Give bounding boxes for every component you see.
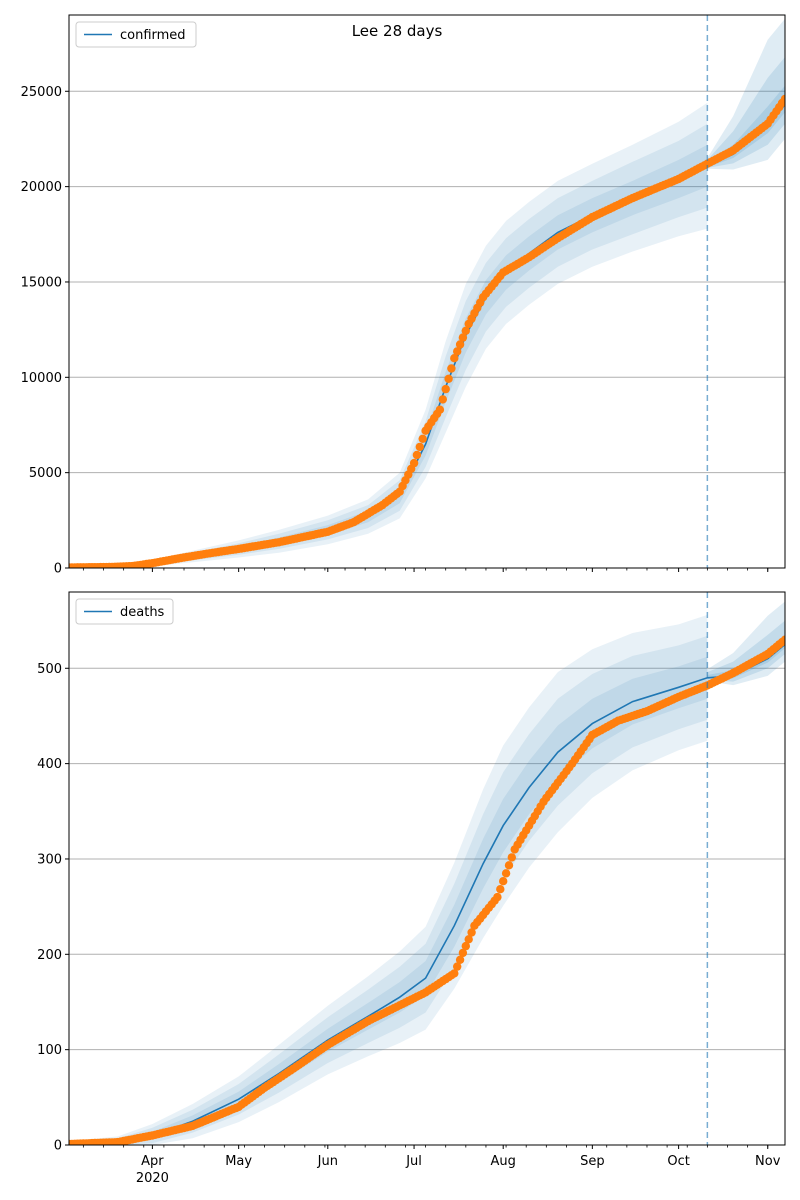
x-tick-label: Aug [491,1154,516,1169]
y-tick-label: 300 [37,852,62,867]
forecast-band-3 [707,601,785,686]
y-tick-label: 500 [37,662,62,677]
x-tick-label: Nov [755,1154,781,1169]
y-tick-label: 0 [54,1139,62,1154]
observed-point [493,892,502,902]
uncertainty-band-3 [69,614,708,1145]
y-tick-label: 10000 [21,371,62,386]
observed-point [499,877,508,886]
y-tick-label: 0 [54,562,62,577]
observed-point [435,405,445,414]
observed-point [453,347,462,356]
observed-point [415,442,424,452]
plot-area [69,601,785,1145]
deaths-panel: 0 100 200 300 400 500 Apr 2020 May Jun Jul Aug Sep Oc… [37,591,786,1186]
observed-point [504,861,514,870]
observed-point [450,969,459,978]
observed-series [69,635,785,1145]
y-tick-label: 200 [37,948,62,963]
legend-label: confirmed [120,28,186,43]
observed-point [780,94,785,104]
observed-point [458,948,468,958]
observed-point [438,395,447,404]
forecast-band-3 [707,18,785,170]
observed-point [412,450,422,460]
plot-area [69,18,785,568]
uncertainty-band-3 [69,102,708,568]
uncertainty-band-2 [69,635,708,1145]
x-tick-label: Jul [405,1154,422,1169]
x-tick-label: Sep [580,1154,605,1169]
observed-point [409,458,419,468]
uncertainty-band-1 [69,656,708,1145]
axes-frame [68,14,786,569]
fit-line [69,643,785,1145]
observed-point [453,962,462,971]
axes-frame [68,591,786,1146]
observed-point [455,340,465,349]
observed-point [780,635,785,644]
confirmed-panel: 0 5000 10000 15000 20000 25000 confirmed [21,14,786,577]
y-tick-label: 15000 [21,275,62,290]
observed-point [496,885,505,894]
legend-label: deaths [120,605,165,620]
observed-point [461,941,470,951]
observed-point [507,853,516,862]
observed-point [418,434,427,443]
observed-series [69,94,785,568]
legend: deaths [75,598,174,625]
observed-point [467,928,476,937]
y-tick-label: 400 [37,757,62,772]
legend-box [75,598,174,625]
observed-point [461,326,470,335]
x-tick-label: Oct [667,1154,689,1169]
observed-point [464,935,473,944]
observed-point [441,384,450,394]
y-tick-label: 100 [37,1043,62,1058]
forecast-band-2 [707,620,785,682]
x-tick-sublabel: 2020 [136,1171,169,1186]
forecast-band-2 [707,57,785,168]
observed-point [458,333,468,342]
observed-point [501,869,511,878]
observed-point [447,364,456,373]
observed-point [455,955,465,964]
legend: confirmed [75,21,197,48]
observed-point [444,374,453,383]
observed-point [450,354,459,363]
uncertainty-band-2 [69,123,708,568]
uncertainty-band-1 [69,144,708,568]
x-tick-label: Jun [317,1154,338,1169]
y-tick-label: 20000 [21,180,62,195]
x-tick-label: May [225,1154,252,1169]
legend-box [75,21,197,48]
y-tick-label: 5000 [29,466,62,481]
y-tick-label: 25000 [21,85,62,100]
x-tick-label: Apr [141,1154,164,1169]
chart-title: Lee 28 days [352,22,443,40]
